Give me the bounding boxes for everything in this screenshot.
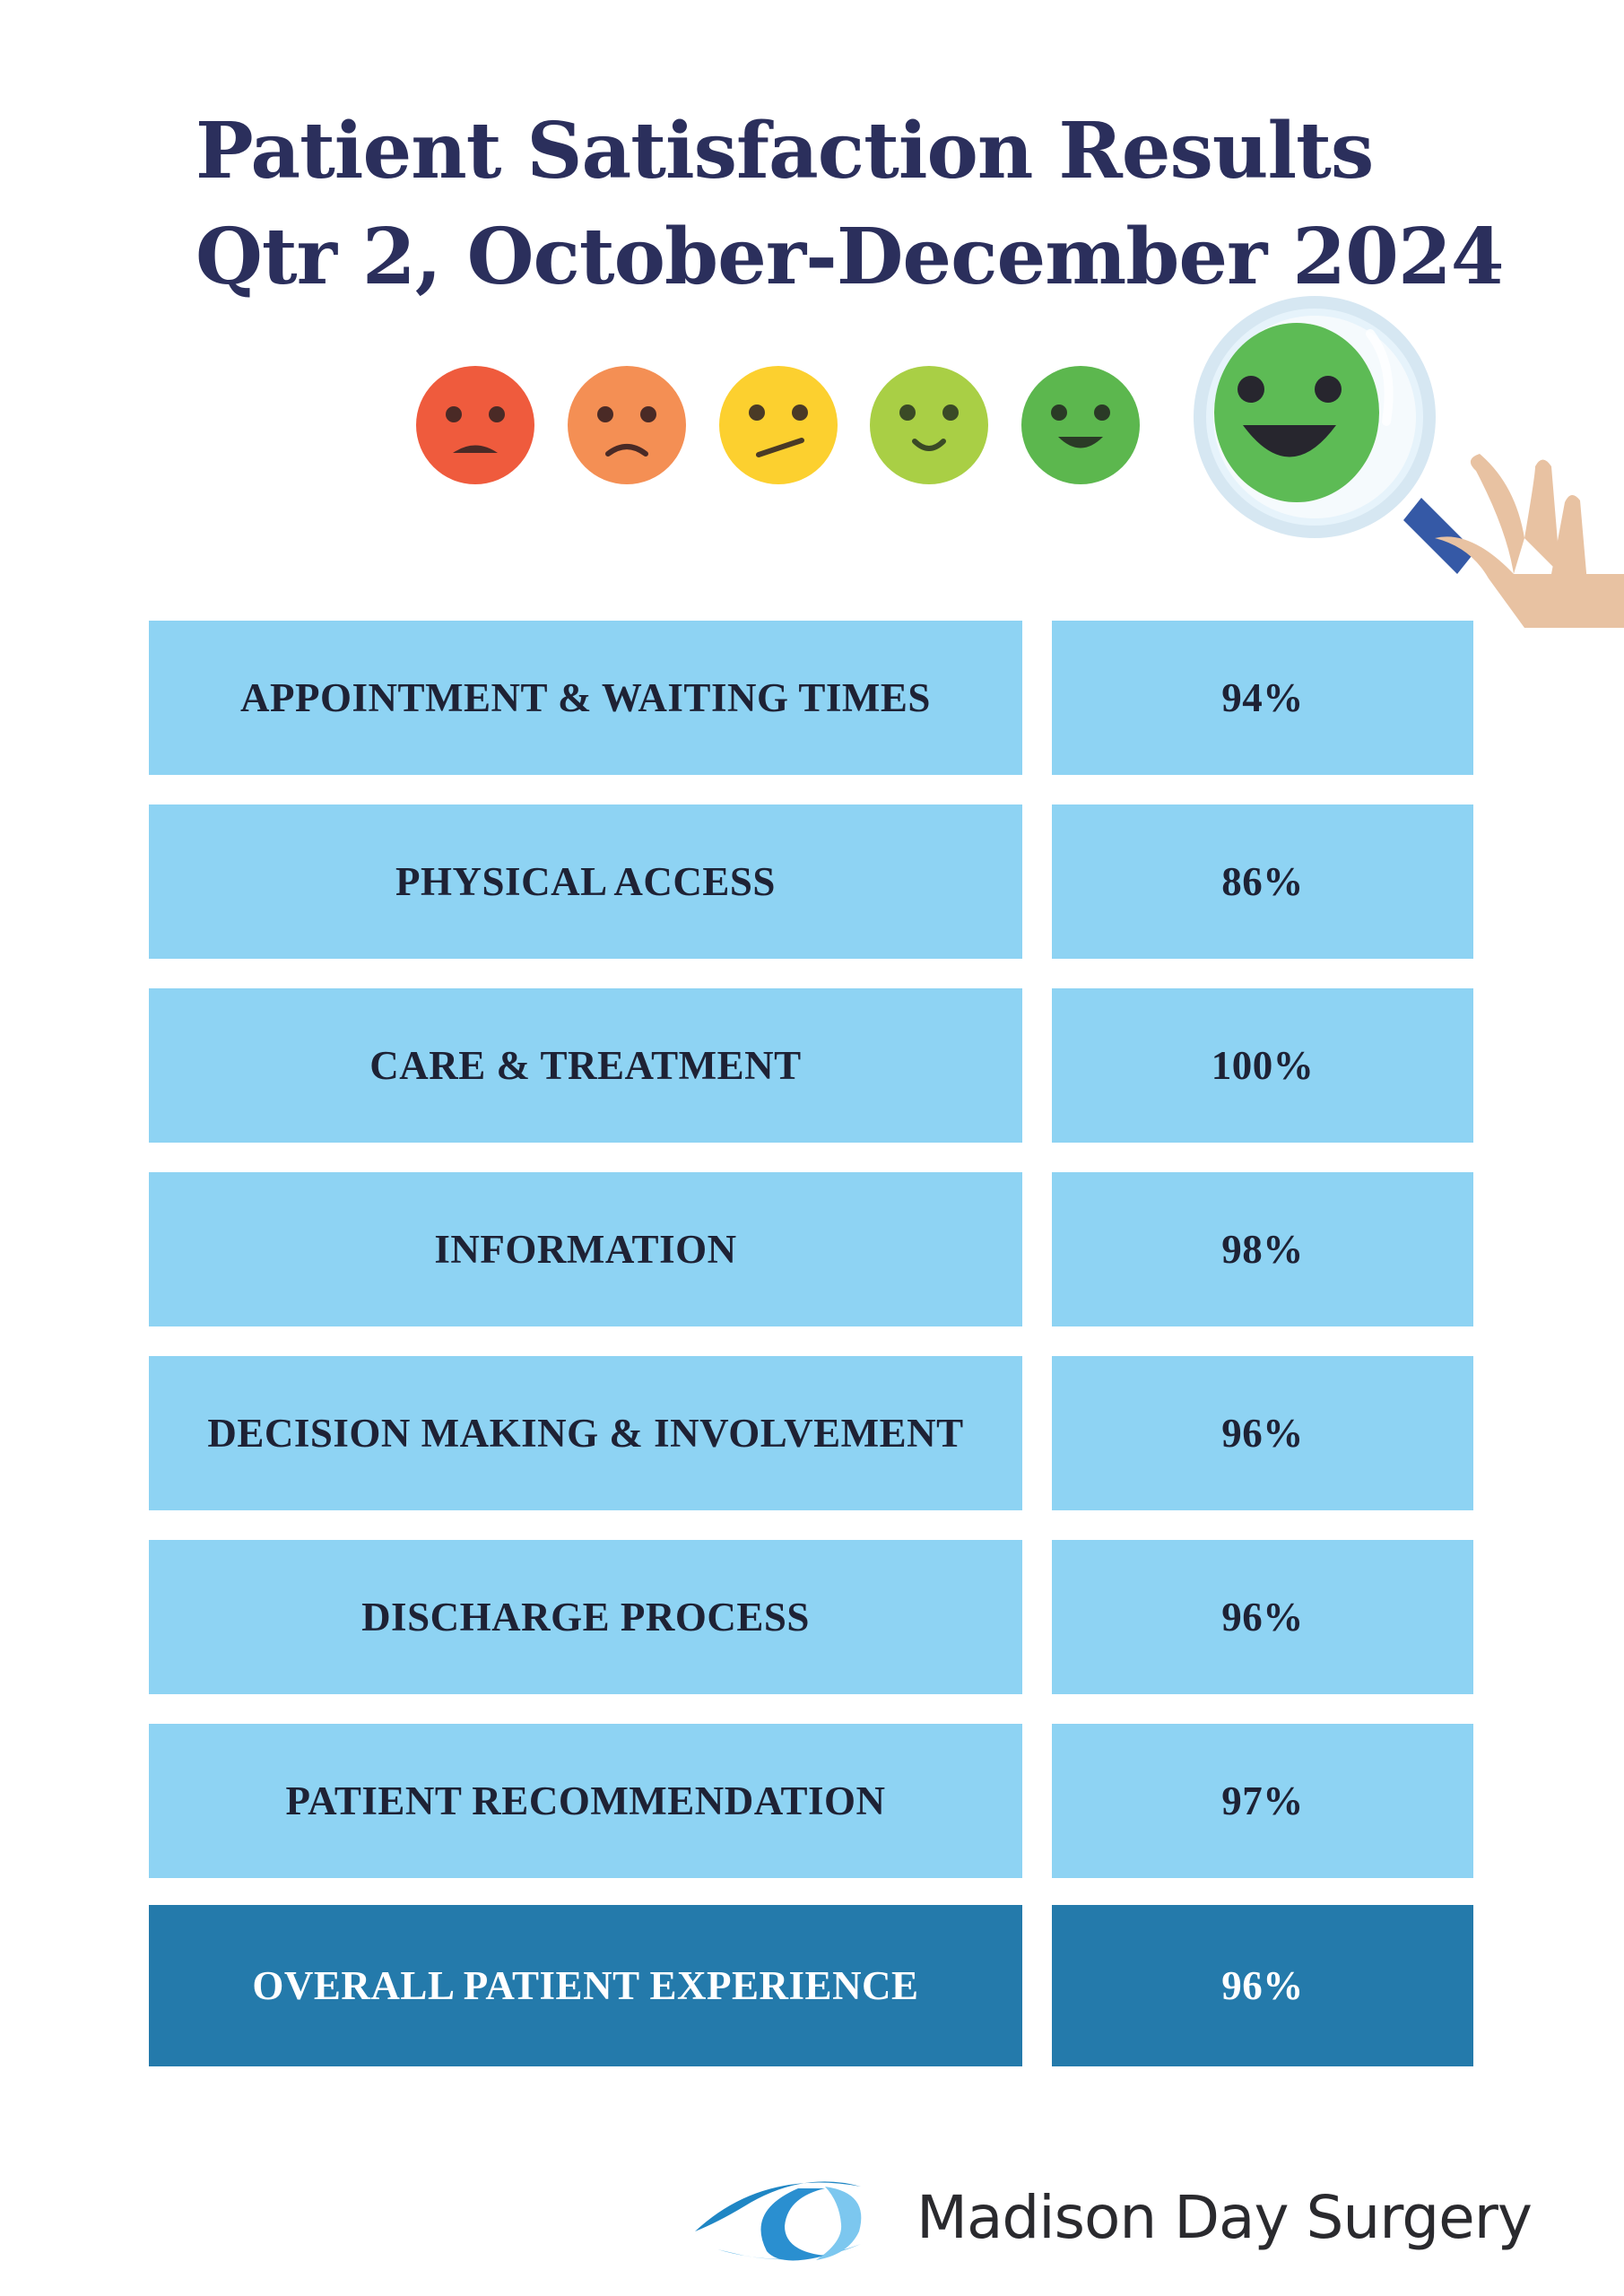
rating-faces <box>416 296 1624 628</box>
overall-row: OVERALL PATIENT EXPERIENCE 96% <box>149 1905 1473 2066</box>
title-line-1: Patient Satisfaction Results <box>195 106 1374 196</box>
overall-score: 96% <box>1052 1905 1473 2066</box>
category-label: DECISION MAKING & INVOLVEMENT <box>149 1356 1022 1510</box>
category-label: CARE & TREATMENT <box>149 988 1022 1143</box>
table-row: PATIENT RECOMMENDATION 97% <box>149 1724 1473 1878</box>
overall-label: OVERALL PATIENT EXPERIENCE <box>149 1905 1022 2066</box>
category-label: PHYSICAL ACCESS <box>149 804 1022 959</box>
category-score: 96% <box>1052 1356 1473 1510</box>
very-unhappy-face-icon <box>416 366 534 484</box>
table-row: APPOINTMENT & WAITING TIMES 94% <box>149 621 1473 775</box>
page-title: Patient Satisfaction Results Qtr 2, Octo… <box>195 99 1505 310</box>
category-score: 86% <box>1052 804 1473 959</box>
smile-face-icon <box>1021 366 1140 484</box>
table-row: INFORMATION 98% <box>149 1172 1473 1326</box>
category-label: INFORMATION <box>149 1172 1022 1326</box>
slight-smile-face-icon <box>870 366 988 484</box>
table-row: CARE & TREATMENT 100% <box>149 988 1473 1143</box>
category-score: 94% <box>1052 621 1473 775</box>
category-label: APPOINTMENT & WAITING TIMES <box>149 621 1022 775</box>
table-row: DISCHARGE PROCESS 96% <box>149 1540 1473 1694</box>
brand-name: Madison Day Surgery <box>916 2183 1533 2252</box>
neutral-face-icon <box>719 366 838 484</box>
table-row: PHYSICAL ACCESS 86% <box>149 804 1473 959</box>
category-score: 96% <box>1052 1540 1473 1694</box>
category-score: 97% <box>1052 1724 1473 1878</box>
category-label: DISCHARGE PROCESS <box>149 1540 1022 1694</box>
category-score: 100% <box>1052 988 1473 1143</box>
category-score: 98% <box>1052 1172 1473 1326</box>
unhappy-face-icon <box>568 366 686 484</box>
table-row: DECISION MAKING & INVOLVEMENT 96% <box>149 1356 1473 1510</box>
eye-logo-icon <box>695 2181 862 2261</box>
category-label: PATIENT RECOMMENDATION <box>149 1724 1022 1878</box>
title-line-2: Qtr 2, October-December 2024 <box>195 212 1505 302</box>
magnifying-glass-hand-icon <box>1194 296 1624 628</box>
